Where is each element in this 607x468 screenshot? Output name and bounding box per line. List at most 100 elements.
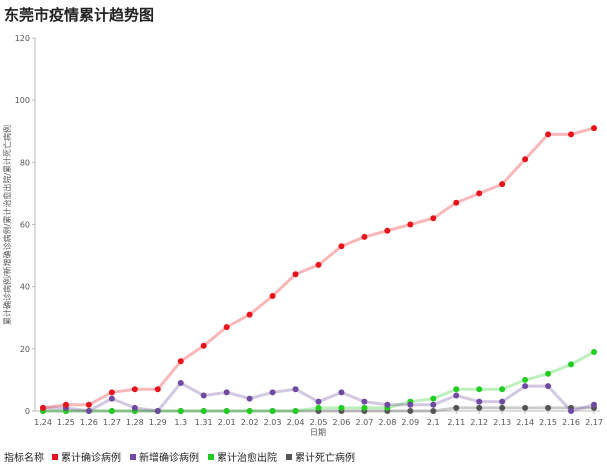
data-point[interactable]	[568, 408, 575, 414]
data-point[interactable]	[200, 392, 207, 399]
x-tick-label: 1.24	[34, 418, 52, 427]
data-point[interactable]	[131, 404, 138, 411]
data-point[interactable]	[591, 125, 597, 132]
x-tick-label: 1.25	[57, 418, 75, 427]
data-point[interactable]	[361, 398, 368, 405]
data-point[interactable]	[384, 401, 391, 408]
data-point[interactable]	[591, 401, 597, 408]
data-point[interactable]	[246, 311, 253, 318]
data-point[interactable]	[407, 408, 414, 414]
y-tick-label: 80	[20, 158, 30, 167]
data-point[interactable]	[476, 190, 483, 197]
data-point[interactable]	[430, 401, 437, 408]
data-point[interactable]	[292, 386, 299, 393]
data-point[interactable]	[430, 408, 437, 414]
data-point[interactable]	[499, 404, 506, 411]
data-point[interactable]	[315, 404, 322, 411]
data-point[interactable]	[453, 392, 460, 399]
data-point[interactable]	[522, 156, 529, 163]
data-point[interactable]	[177, 380, 184, 387]
legend-swatch	[52, 453, 58, 460]
data-point[interactable]	[407, 221, 414, 228]
legend-item-deaths[interactable]: 累计死亡病例	[286, 449, 355, 464]
data-point[interactable]	[338, 404, 345, 411]
data-point[interactable]	[108, 408, 115, 414]
data-point[interactable]	[269, 389, 276, 396]
x-tick-label: 2.15	[539, 418, 557, 427]
data-point[interactable]	[545, 383, 552, 390]
data-point[interactable]	[85, 408, 92, 414]
data-point[interactable]	[545, 370, 552, 377]
legend-label: 累计治愈出院	[217, 453, 277, 464]
data-point[interactable]	[40, 404, 46, 411]
data-point[interactable]	[453, 386, 460, 393]
data-point[interactable]	[407, 401, 414, 408]
x-tick-label: 2.09	[401, 418, 419, 427]
data-point[interactable]	[292, 408, 299, 414]
data-point[interactable]	[223, 408, 230, 414]
data-point[interactable]	[361, 233, 368, 240]
x-tick-label: 2.05	[310, 418, 328, 427]
legend-item-new-confirmed[interactable]: 新增确诊病例	[130, 449, 199, 464]
data-point[interactable]	[108, 389, 115, 396]
x-tick-label: 2.04	[287, 418, 305, 427]
x-tick-label: 2.16	[562, 418, 580, 427]
y-axis-label: 累计确诊病例/新增确诊病例/累计治愈出院/累计死亡病例	[2, 125, 12, 325]
data-point[interactable]	[154, 386, 161, 393]
data-point[interactable]	[292, 271, 299, 278]
x-axis-label: 日期	[310, 428, 326, 437]
data-point[interactable]	[361, 404, 368, 411]
x-tick-label: 1.31	[195, 418, 213, 427]
legend-swatch	[130, 453, 136, 460]
data-point[interactable]	[223, 324, 230, 331]
data-point[interactable]	[476, 404, 483, 411]
x-tick-label: 1.3	[174, 418, 187, 427]
data-point[interactable]	[200, 342, 207, 349]
data-point[interactable]	[522, 383, 529, 390]
data-point[interactable]	[499, 181, 506, 188]
data-point[interactable]	[591, 348, 597, 355]
data-point[interactable]	[545, 131, 552, 138]
data-point[interactable]	[246, 408, 253, 414]
x-tick-label: 2.17	[585, 418, 603, 427]
data-point[interactable]	[269, 292, 276, 299]
data-point[interactable]	[522, 376, 529, 383]
x-tick-label: 2.06	[333, 418, 351, 427]
x-tick-label: 2.14	[516, 418, 534, 427]
data-point[interactable]	[269, 408, 276, 414]
legend-item-recovered[interactable]: 累计治愈出院	[208, 449, 277, 464]
data-point[interactable]	[430, 395, 437, 402]
data-point[interactable]	[338, 243, 345, 250]
data-point[interactable]	[453, 404, 460, 411]
data-point[interactable]	[246, 395, 253, 402]
data-point[interactable]	[62, 401, 69, 408]
data-point[interactable]	[85, 401, 92, 408]
x-tick-label: 2.11	[447, 418, 465, 427]
data-point[interactable]	[338, 389, 345, 396]
data-point[interactable]	[223, 389, 230, 396]
data-point[interactable]	[522, 404, 529, 411]
data-point[interactable]	[476, 386, 483, 393]
data-point[interactable]	[499, 398, 506, 405]
data-point[interactable]	[430, 215, 437, 222]
data-point[interactable]	[131, 386, 138, 393]
data-point[interactable]	[499, 386, 506, 393]
data-point[interactable]	[315, 261, 322, 268]
x-tick-labels: 1.24 1.25 1.26 1.27 1.28 1.29 1.3 1.31 2.01 2.02 2…	[34, 418, 603, 427]
legend-label: 累计确诊病例	[61, 453, 121, 464]
data-point[interactable]	[200, 408, 207, 414]
data-point[interactable]	[177, 408, 184, 414]
data-point[interactable]	[384, 227, 391, 234]
data-point[interactable]	[568, 131, 575, 138]
data-point[interactable]	[315, 398, 322, 405]
legend-item-confirmed[interactable]: 累计确诊病例	[52, 449, 121, 464]
data-point[interactable]	[108, 395, 115, 402]
data-point[interactable]	[453, 199, 460, 206]
chart-title: 东莞市疫情累计趋势图	[4, 6, 155, 24]
data-point[interactable]	[568, 361, 575, 368]
data-point[interactable]	[476, 398, 483, 405]
data-point[interactable]	[545, 404, 552, 411]
y-tick-label: 0	[25, 407, 30, 416]
data-point[interactable]	[154, 408, 161, 414]
data-point[interactable]	[177, 358, 184, 365]
